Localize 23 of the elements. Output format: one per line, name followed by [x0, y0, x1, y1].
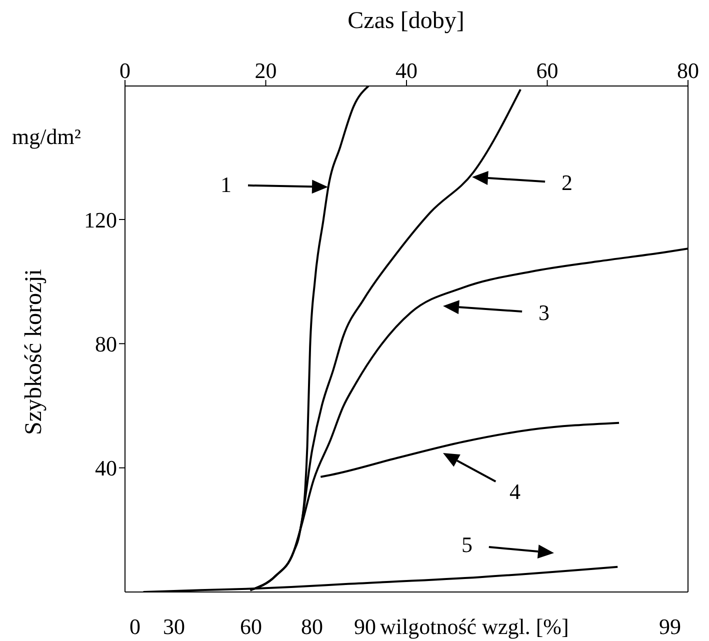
text: 60 [239, 614, 263, 640]
x-tick-label: 0 [120, 58, 130, 83]
y-tick-label: 40 [95, 456, 117, 481]
annotation: 1 [220, 172, 232, 198]
text: 30 [163, 614, 185, 639]
y-tick-label: 120 [84, 207, 117, 232]
x-axis-title: Czas [doby] [346, 8, 466, 35]
annotation: 5 [460, 532, 474, 558]
text: 80 [300, 614, 324, 640]
x-tick-label: 60 [536, 58, 558, 83]
text: wilgotność wzgl. [%] [380, 614, 569, 640]
text: 99 [658, 614, 682, 640]
y-tick-label: 80 [95, 331, 117, 356]
y-axis-title: Szybkość korozji [21, 268, 48, 437]
text: 0 [130, 614, 140, 639]
annotation: 3 [538, 300, 550, 326]
x-tick-label: 80 [677, 58, 699, 83]
x-tick-label: 40 [396, 58, 418, 83]
annotation: 4 [508, 479, 522, 505]
text: mg/dm² [12, 124, 81, 150]
text: 90 [354, 614, 376, 639]
annotation: 2 [560, 170, 574, 196]
x-tick-label: 20 [254, 58, 277, 83]
